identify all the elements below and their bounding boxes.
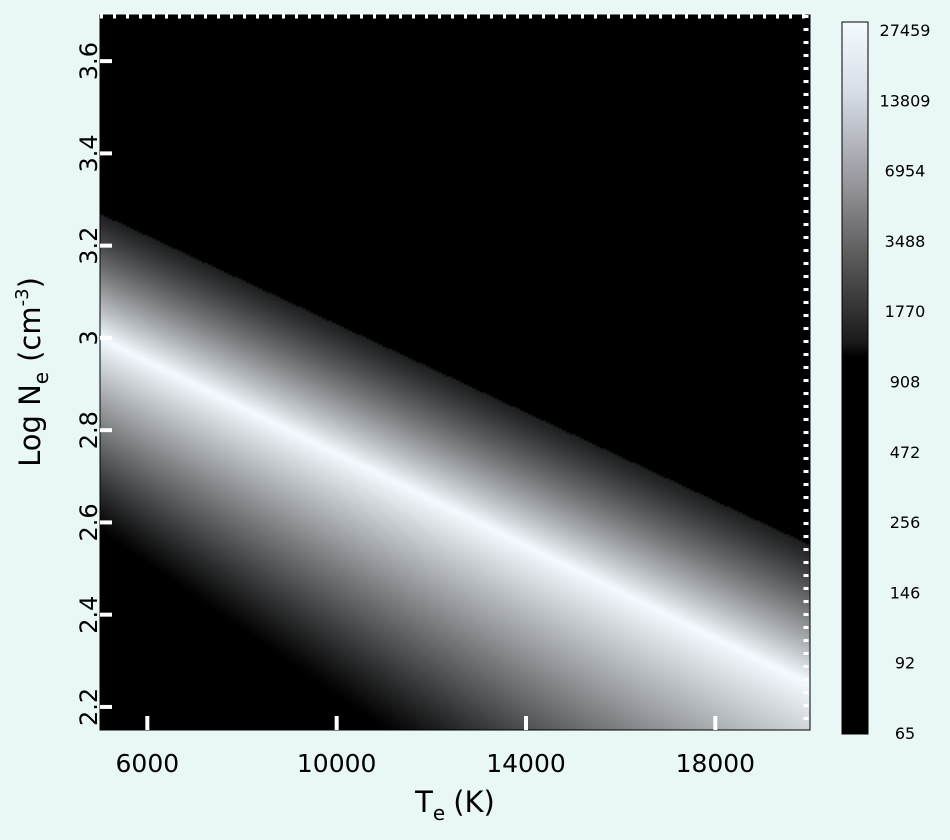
- plot-frame: [99, 14, 811, 731]
- colorbar-tick-label: 27459: [880, 21, 931, 40]
- colorbar-tick-label: 13809: [880, 91, 931, 110]
- y-tick-label: 2.2: [75, 688, 103, 726]
- heatmap-image: [100, 15, 810, 730]
- colorbar-tick-label: 3488: [885, 232, 926, 251]
- plot-area: [99, 14, 811, 731]
- y-label-sub: e: [29, 372, 53, 384]
- y-tick-label: 3: [75, 330, 103, 345]
- colorbar-tick-label: 256: [890, 513, 921, 532]
- y-tick-label: 3.6: [75, 42, 103, 80]
- y-tick-label: 3.4: [75, 134, 103, 172]
- x-axis-label: Te (K): [414, 785, 495, 825]
- colorbar-tick-label: 472: [890, 443, 921, 462]
- colorbar-labels: 27459 13809 6954 3488 1770 908 472 256 146 92 65: [880, 21, 931, 743]
- x-tick-label: 14000: [486, 749, 566, 778]
- colorbar-gradient: [841, 21, 869, 735]
- y-axis-ticks: 2.2 2.4 2.6 2.8 3 3.2 3.4 3.6: [75, 42, 112, 726]
- y-tick-label: 2.8: [75, 411, 103, 449]
- colorbar-tick-label: 146: [890, 583, 921, 602]
- y-tick-label: 2.6: [75, 503, 103, 541]
- y-label-unit-open: (cm: [13, 306, 47, 362]
- x-label-main: T: [414, 785, 433, 819]
- y-label-unit-close: ): [13, 277, 47, 288]
- y-label-sup: -3: [12, 288, 33, 306]
- x-axis-ticks: 6000 10000 14000 18000: [116, 716, 756, 778]
- colorbar-tick-label: 908: [890, 373, 921, 392]
- colorbar-tick-label: 92: [895, 654, 915, 673]
- y-tick-label: 3.2: [75, 227, 103, 265]
- x-label-sub: e: [433, 801, 445, 825]
- x-label-unit: (K): [453, 785, 495, 819]
- y-axis-label: Log Ne (cm-3): [12, 277, 53, 467]
- x-tick-label: 6000: [116, 749, 180, 778]
- x-tick-label: 10000: [297, 749, 377, 778]
- colorbar-tick-label: 1770: [885, 302, 926, 321]
- y-tick-label: 2.4: [75, 596, 103, 634]
- colorbar: 27459 13809 6954 3488 1770 908 472 256 146 92 65: [841, 21, 931, 743]
- colorbar-tick-label: 65: [895, 724, 915, 743]
- plot-border-ticks: [100, 13, 809, 728]
- colorbar-tick-label: 6954: [885, 162, 926, 181]
- y-label-main: Log N: [13, 384, 47, 467]
- x-tick-label: 18000: [676, 749, 756, 778]
